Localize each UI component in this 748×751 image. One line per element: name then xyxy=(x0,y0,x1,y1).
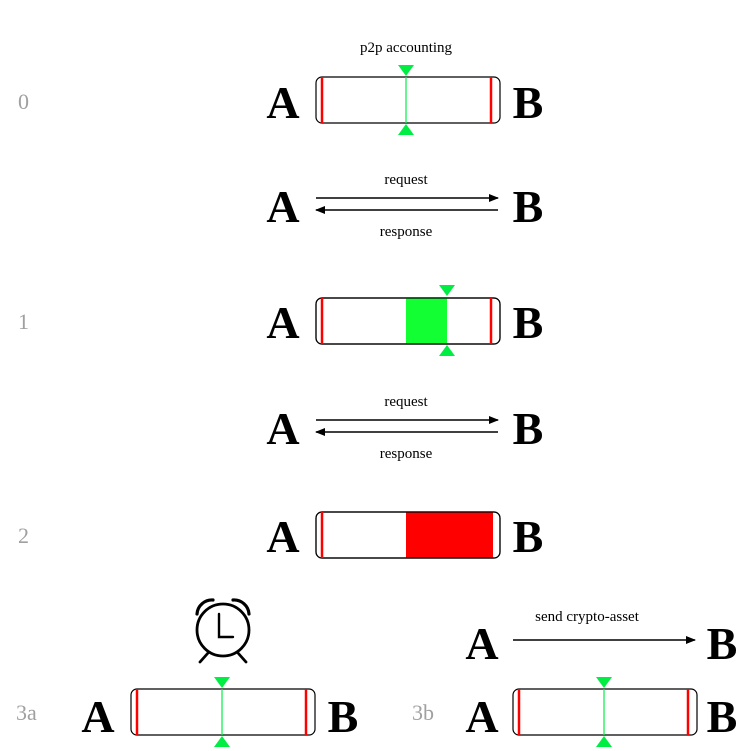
exchange-1: A B request response xyxy=(266,172,543,240)
step-label: 2 xyxy=(18,523,29,548)
step-3a: 3a A B xyxy=(16,598,359,747)
party-a-label: A xyxy=(465,691,498,742)
balance-fill-positive xyxy=(406,298,447,344)
balance-bar xyxy=(512,677,698,747)
party-a-label: A xyxy=(266,297,299,348)
settlement-label: send crypto-asset xyxy=(535,609,640,625)
exchange-2: A B request response xyxy=(266,394,543,462)
party-b-label: B xyxy=(513,297,544,348)
party-b-label: B xyxy=(328,691,359,742)
alarm-clock-icon xyxy=(195,598,251,664)
party-a-label: A xyxy=(266,403,299,454)
party-a-label: A xyxy=(465,618,498,669)
balance-bar-outline xyxy=(315,297,501,345)
balance-bar-frame xyxy=(512,688,698,736)
step-2: 2 A B xyxy=(18,511,543,562)
balance-marker-top xyxy=(214,677,230,688)
diagram-title: p2p accounting xyxy=(360,40,453,56)
party-b-label: B xyxy=(513,77,544,128)
balance-bar xyxy=(315,511,501,559)
step-label: 3a xyxy=(16,700,37,725)
party-a-label: A xyxy=(266,181,299,232)
balance-marker-top xyxy=(439,285,455,296)
party-b-label: B xyxy=(513,403,544,454)
balance-marker-bottom xyxy=(214,736,230,747)
balance-fill-at-limit xyxy=(406,512,493,558)
request-label: request xyxy=(384,172,428,188)
party-a-label: A xyxy=(266,77,299,128)
balance-bar xyxy=(315,65,501,135)
party-b-label: B xyxy=(707,618,738,669)
step-label: 0 xyxy=(18,89,29,114)
party-a-label: A xyxy=(81,691,114,742)
request-label: request xyxy=(384,394,428,410)
balance-marker-bottom xyxy=(596,736,612,747)
balance-bar-frame xyxy=(130,688,316,736)
response-label: response xyxy=(380,446,433,462)
balance-marker-bottom xyxy=(439,345,455,356)
balance-bar-frame xyxy=(315,76,501,124)
party-b-label: B xyxy=(707,691,738,742)
party-b-label: B xyxy=(513,181,544,232)
balance-bar xyxy=(130,677,316,747)
balance-bar-outline xyxy=(315,511,501,559)
balance-marker-bottom xyxy=(398,124,414,135)
step-3b: send crypto-asset A B 3b A B xyxy=(412,609,737,747)
step-label: 3b xyxy=(412,700,434,725)
balance-marker-top xyxy=(596,677,612,688)
response-label: response xyxy=(380,224,433,240)
step-label: 1 xyxy=(18,309,29,334)
party-a-label: A xyxy=(266,511,299,562)
balance-bar xyxy=(315,285,501,356)
party-b-label: B xyxy=(513,511,544,562)
balance-marker-top xyxy=(398,65,414,76)
step-1: 1 A B xyxy=(18,285,543,356)
step-0: 0 A B xyxy=(18,65,543,135)
